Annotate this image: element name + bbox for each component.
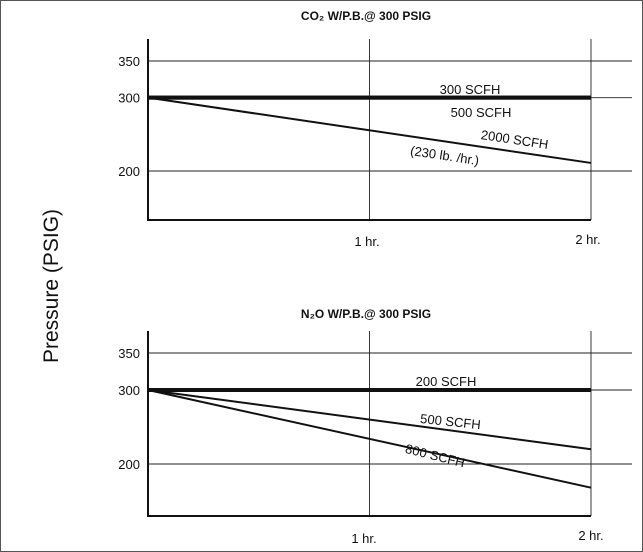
co2-x-tick-label-2: 2 hr. (575, 232, 600, 247)
figure-y-axis-label: Pressure (PSIG) (40, 209, 63, 363)
n2o-y-tick-label-200: 200 (118, 457, 140, 472)
n2o-series-label-2: 800 SCFH (404, 441, 467, 470)
n2o-series-line-500-scfh-1 (147, 389, 592, 451)
co2-y-tick-label-300: 300 (118, 91, 140, 106)
co2-series-line-2000-scfh-2 (147, 96, 592, 164)
co2-y-tick-label-200: 200 (118, 164, 140, 179)
n2o-series-label-1: 500 SCFH (420, 411, 482, 432)
co2-series-label-3: (230 lb. /hr.) (409, 143, 480, 168)
co2-chart-panel: CO₂ W/P.B.@ 300 PSIG 350 300 200 1 hr. 2 hr. 3… (118, 9, 632, 249)
n2o-chart-panel: N₂O W/P.B.@ 300 PSIG 350 300 200 1 hr. 2 hr. 2… (118, 307, 632, 546)
co2-x-tick-label-1: 1 hr. (354, 234, 379, 249)
n2o-x-tick-label-2: 2 hr. (578, 528, 603, 543)
co2-series-label-1: 500 SCFH (451, 105, 512, 120)
co2-series-label-0: 300 SCFH (440, 82, 501, 97)
n2o-y-tick-label-350: 350 (118, 346, 140, 361)
n2o-chart-title: N₂O W/P.B.@ 300 PSIG (301, 307, 431, 321)
n2o-x-tick-label-1: 1 hr. (351, 531, 376, 546)
n2o-series-label-0: 200 SCFH (416, 374, 477, 389)
n2o-y-tick-label-300: 300 (118, 383, 140, 398)
co2-chart-title: CO₂ W/P.B.@ 300 PSIG (301, 9, 431, 23)
n2o-series-line-800-scfh-2 (147, 389, 592, 489)
co2-y-tick-label-350: 350 (118, 54, 140, 69)
